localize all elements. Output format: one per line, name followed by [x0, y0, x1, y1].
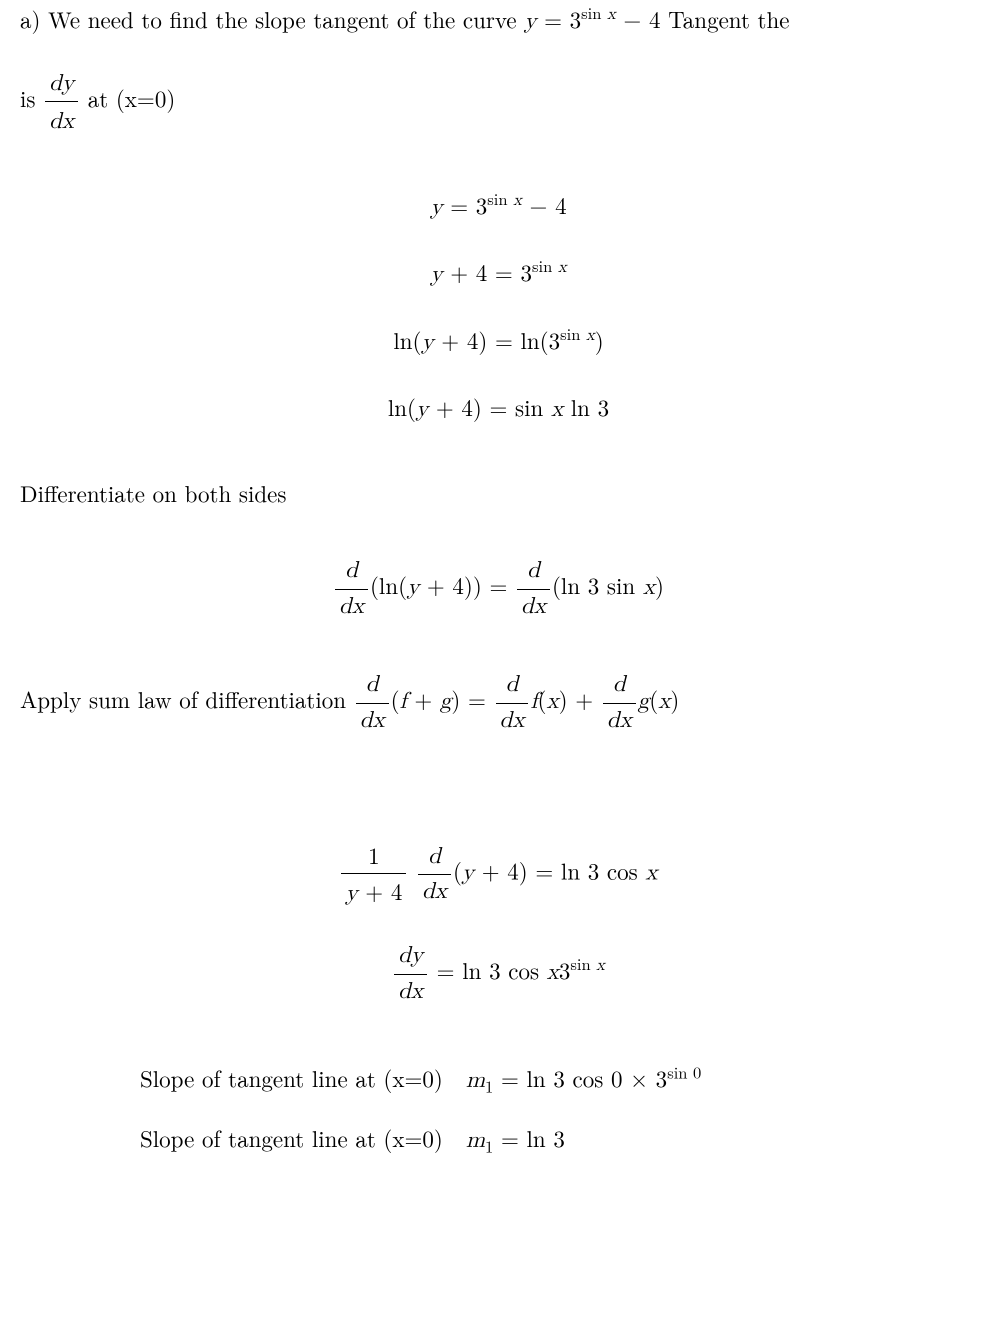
equation-row: y = 3sin x − 4 [20, 188, 977, 226]
dy-dx-fraction: dydx [45, 64, 78, 140]
frac-num: dy [45, 64, 78, 102]
frac-den: dx [45, 101, 78, 140]
derivation-block-1: y = 3sin x − 4 y + 4 = 3sin x ln(y + 4) … [20, 188, 977, 428]
slope-line: Slope of tangent line at (x=0) m1 = ln 3… [140, 1061, 977, 1099]
slope-line: Slope of tangent line at (x=0) m1 = ln 3 [140, 1121, 977, 1159]
equation-row: 1y + 4 ddx(y + 4) = ln 3 cos x [20, 838, 977, 911]
equation-row: y + 4 = 3sin x [20, 255, 977, 293]
equation-row: ln(y + 4) = sin x ln 3 [20, 390, 977, 428]
sumlaw-equation: ddx(f + g) = ddxf(x) + ddxg(x) [354, 682, 680, 715]
derivation-block-2: 1y + 4 ddx(y + 4) = ln 3 cos x dydx = ln… [20, 838, 977, 1009]
equation-row: dydx = ln 3 cos x3sin x [20, 939, 977, 1009]
equation-row: ln(y + 4) = ln(3sin x) [20, 323, 977, 361]
sum-law-line: Apply sum law of differentiation ddx(f +… [20, 668, 977, 738]
intro2-suffix: at (x=0) [80, 80, 175, 113]
intro-suffix: Tangent the [660, 2, 789, 35]
intro-prefix: a) We need to find the slope tangent of … [20, 2, 524, 35]
diff-equation-block: ddx(ln(y + 4)) = ddx(ln 3 sin x) [20, 554, 977, 624]
equation-row: ddx(ln(y + 4)) = ddx(ln 3 sin x) [20, 554, 977, 624]
slope-result-block: Slope of tangent line at (x=0) m1 = ln 3… [140, 1061, 977, 1158]
document-page: a) We need to find the slope tangent of … [0, 0, 997, 1331]
sumlaw-prefix: Apply sum law of differentiation [20, 682, 354, 715]
intro-line: a) We need to find the slope tangent of … [20, 2, 977, 40]
intro-equation: y = 3sin x − 4 [524, 2, 660, 35]
intro-line-2: is dydx at (x=0) [20, 64, 977, 140]
intro2-prefix: is [20, 80, 43, 113]
differentiate-text: Differentiate on both sides [20, 476, 977, 511]
